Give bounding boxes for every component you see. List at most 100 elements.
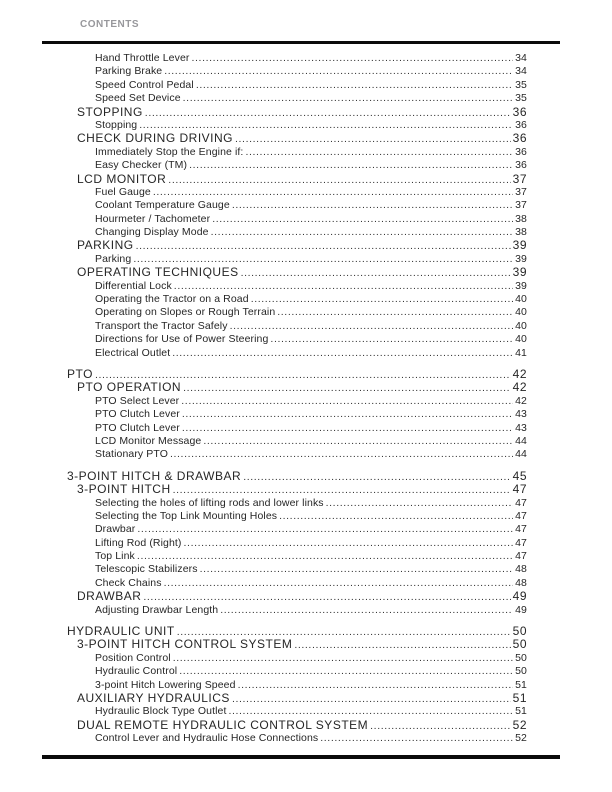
toc-entry-title: Stationary PTO [95, 448, 168, 461]
dot-leader [164, 65, 513, 78]
toc-entry: Hydraulic Block Type Outlet 51 [95, 705, 527, 718]
toc-entry-title: Coolant Temperature Gauge [95, 199, 230, 212]
toc-entry: PARKING 39 [77, 238, 527, 253]
bottom-rule [42, 755, 560, 759]
toc-entry: Parking 39 [95, 253, 527, 266]
toc-entry: Stopping 36 [95, 119, 527, 132]
toc-entry-page: 45 [512, 468, 527, 483]
toc-entry: Position Control 50 [95, 652, 527, 665]
toc-entry-page: 37 [515, 185, 527, 198]
toc-entry-title: Fuel Gauge [95, 185, 151, 198]
toc-entry-title: Adjusting Drawbar Length [95, 603, 219, 616]
toc-entry-page: 40 [515, 333, 527, 346]
toc-entry: AUXILIARY HYDRAULICS 51 [77, 690, 527, 706]
dot-leader [245, 146, 513, 159]
dot-leader [153, 186, 513, 199]
toc-entry-title: PTO Select Lever [95, 394, 180, 407]
toc-entry-page: 49 [515, 603, 527, 616]
toc-group: PTO42PTO OPERATION42PTO Select Lever 42 PT… [67, 366, 527, 462]
toc-entry-page: 40 [515, 306, 527, 319]
dot-leader [143, 590, 510, 604]
toc-entry-page: 51 [515, 705, 527, 718]
running-header: CONTENTS [80, 19, 139, 30]
dot-leader [183, 92, 513, 105]
toc-entry-page: 50 [512, 624, 527, 639]
dot-leader [279, 510, 513, 523]
toc-entry: Electrical Outlet 41 [95, 347, 527, 360]
toc-entry: PTO OPERATION 42 [77, 380, 527, 394]
toc-entry-title: Immediately Stop the Engine if: [95, 145, 244, 158]
toc-entry-title: 3-point Hitch Lowering Speed [95, 678, 236, 691]
toc-entry: STOPPING 36 [77, 105, 527, 120]
toc-entry-page: 34 [515, 65, 527, 78]
toc-entry-title: AUXILIARY HYDRAULICS [77, 690, 230, 705]
toc-entry-page: 49 [512, 589, 527, 604]
toc-entry-title: PTO Clutch Lever [95, 421, 180, 434]
dot-leader [243, 470, 510, 484]
toc-entry-title: LCD MONITOR [77, 171, 167, 186]
toc-entry-page: 50 [512, 637, 527, 652]
toc-entry: 3-POINT HITCH & DRAWBAR 45 [67, 468, 527, 484]
dot-leader [139, 119, 513, 132]
toc-entry-title: Telescopic Stabilizers [95, 563, 198, 576]
toc-entry: Directions for Use of Power Steering 40 [95, 333, 527, 346]
toc-entry-page: 36 [515, 118, 527, 131]
dot-leader [179, 665, 513, 678]
dot-leader [326, 497, 513, 510]
dot-leader [182, 422, 513, 435]
toc-entry-page: 47 [515, 536, 527, 549]
toc-entry-title: Check Chains [95, 576, 162, 589]
toc-entry-page: 50 [515, 651, 527, 664]
toc-entry-page: 38 [515, 226, 527, 239]
dot-leader [238, 679, 514, 692]
toc-entry: Stationary PTO 44 [95, 448, 527, 461]
toc-entry-page: 51 [515, 678, 527, 691]
toc-entry-page: 39 [515, 279, 527, 292]
dot-leader [136, 239, 511, 253]
toc-entry-title: OPERATING TECHNIQUES [77, 265, 239, 280]
toc-entry: LCD Monitor Message 44 [95, 435, 527, 448]
dot-leader [320, 732, 513, 745]
toc-entry: Parking Brake 34 [95, 65, 527, 78]
toc-entry-title: Operating the Tractor on a Road [95, 293, 249, 306]
toc-entry-page: 39 [512, 265, 527, 280]
dot-leader [232, 692, 511, 706]
toc-entry: Speed Set Device 35 [95, 92, 527, 105]
toc-entry-title: Hydraulic Control [95, 665, 178, 678]
toc-entry-page: 48 [515, 563, 527, 576]
toc-entry-page: 36 [512, 131, 527, 146]
dot-leader [277, 306, 513, 319]
toc-entry-title: PARKING [77, 238, 134, 253]
toc-entry-page: 47 [515, 496, 527, 509]
toc-entry-page: 38 [515, 212, 527, 225]
toc-entry-title: Transport the Tractor Safely [95, 319, 228, 332]
dot-leader [203, 435, 513, 448]
toc-entry-page: 37 [515, 199, 527, 212]
toc-entry-page: 44 [515, 448, 527, 461]
dot-leader [145, 106, 511, 120]
toc-entry: PTO Clutch Lever 43 [95, 422, 527, 435]
toc-group: Hand Throttle Lever34Parking Brake34Spee… [67, 52, 527, 360]
toc-entry-title: Changing Display Mode [95, 226, 209, 239]
toc-entry-title: Hourmeter / Tachometer [95, 212, 211, 225]
toc-entry: DRAWBAR 49 [77, 589, 527, 604]
toc-entry: Changing Display Mode 38 [95, 226, 527, 239]
toc-entry: Immediately Stop the Engine if: 36 [95, 146, 527, 159]
toc-entry: Differential Lock 39 [95, 280, 527, 293]
toc-entry: Easy Checker (TM) 36 [95, 159, 527, 172]
toc-entry-page: 36 [515, 145, 527, 158]
dot-leader [230, 320, 514, 333]
dot-leader [174, 280, 513, 293]
toc-entry: Coolant Temperature Gauge 37 [95, 199, 527, 212]
toc-entry: PTO 42 [67, 366, 527, 381]
toc-entry-page: 47 [515, 523, 527, 536]
dot-leader [294, 638, 510, 652]
toc-entry-title: Differential Lock [95, 279, 172, 292]
dot-leader [228, 705, 513, 718]
toc-entry: Speed Control Pedal 35 [95, 79, 527, 92]
dot-leader [172, 347, 513, 360]
toc-entry-page: 40 [515, 293, 527, 306]
toc-entry-page: 42 [512, 366, 527, 381]
toc-entry-page: 42 [515, 394, 527, 407]
